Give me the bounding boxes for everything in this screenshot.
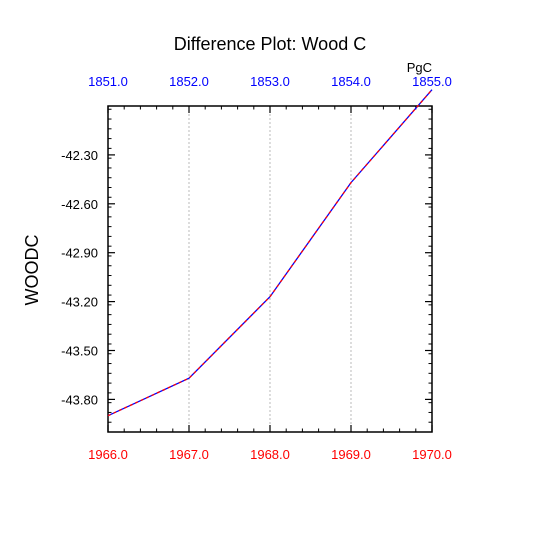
- x-top-tick-label: 1853.0: [250, 74, 290, 89]
- grid-lines: [188, 106, 352, 432]
- series-line-overlay: [107, 89, 433, 417]
- x-bottom-tick-label: 1967.0: [169, 447, 209, 462]
- y-tick-label: -42.90: [61, 246, 98, 261]
- y-tick-label: -42.60: [61, 197, 98, 212]
- units-label: PgC: [407, 60, 432, 75]
- x-bottom-tick-label: 1970.0: [412, 447, 452, 462]
- y-tick-label: -43.80: [61, 392, 98, 407]
- x-top-tick-label: 1852.0: [169, 74, 209, 89]
- y-axis-label: WOODC: [22, 235, 42, 306]
- x-bottom-tick-label: 1969.0: [331, 447, 371, 462]
- chart-title: Difference Plot: Wood C: [174, 34, 366, 54]
- y-tick-label: -43.20: [61, 295, 98, 310]
- axis-tick-labels: 1966.0 1967.0 1968.0 1969.0 1970.0 1851.0 1852…: [61, 74, 452, 462]
- y-tick-label: -43.50: [61, 344, 98, 359]
- x-bottom-tick-label: 1968.0: [250, 447, 290, 462]
- x-top-tick-label: 1854.0: [331, 74, 371, 89]
- x-top-tick-label: 1855.0: [412, 74, 452, 89]
- axis-ticks: [107, 106, 433, 433]
- y-tick-label: -42.30: [61, 148, 98, 163]
- series-lines: [107, 89, 433, 417]
- x-top-tick-label: 1851.0: [88, 74, 128, 89]
- x-bottom-tick-label: 1966.0: [88, 447, 128, 462]
